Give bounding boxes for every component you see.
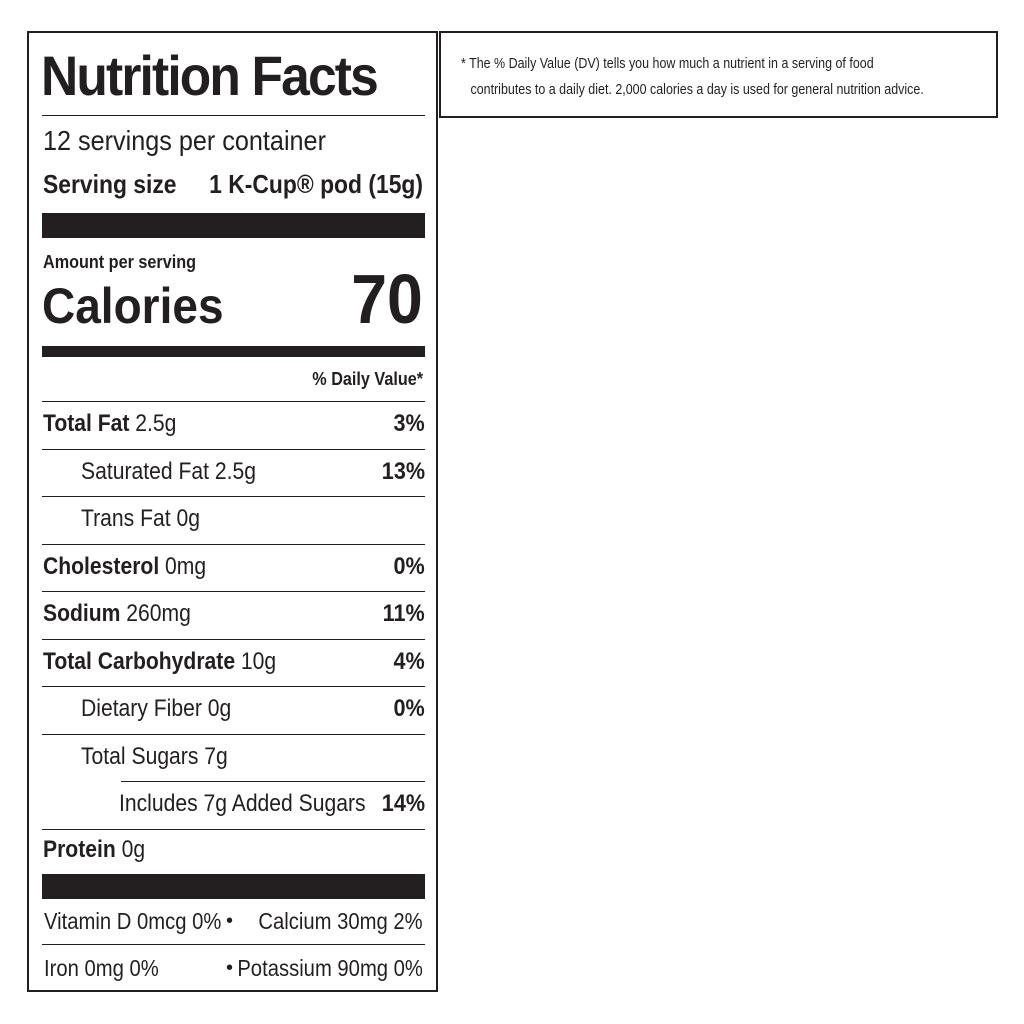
divider	[42, 944, 425, 945]
nutrient-amount: 0g	[121, 836, 146, 863]
nutrient-name: Total Fat	[43, 410, 130, 437]
nutrient-row-added-sugars: Includes 7g Added Sugars 14%	[42, 781, 425, 825]
nutrient-row-protein: Protein 0g	[42, 827, 425, 871]
nutrient-row-trans-fat: Trans Fat 0g	[42, 496, 425, 540]
nutrient-dv: 3%	[393, 410, 425, 437]
divider	[42, 591, 425, 592]
nutrition-facts-label: Nutrition Facts 12 servings per containe…	[27, 31, 438, 992]
nutrient-amount: 2.5g	[214, 458, 256, 485]
nutrient-amount: 10g	[240, 648, 277, 675]
nutrient-dv: 4%	[393, 648, 425, 675]
separator-dot: •	[226, 910, 234, 932]
nutrient-amount: 7g	[204, 743, 228, 770]
daily-value-header: % Daily Value*	[312, 369, 423, 389]
thick-divider	[42, 874, 425, 899]
nutrient-dv: 0%	[393, 695, 425, 722]
nutrient-dv: 11%	[382, 600, 425, 627]
nutrient-amount: 0g	[207, 695, 232, 722]
nutrient-name: Total Carbohydrate	[43, 648, 236, 675]
nutrient-amount: 0g	[176, 505, 200, 532]
nutrient-row-dietary-fiber: Dietary Fiber 0g 0%	[42, 686, 425, 730]
nutrient-name: Total Sugars	[81, 743, 199, 770]
separator-dot: •	[226, 957, 234, 979]
divider	[42, 449, 425, 450]
footnote-line-2: contributes to a daily diet. 2,000 calor…	[470, 82, 924, 98]
medium-divider	[42, 346, 425, 357]
nutrient-row-total-sugars: Total Sugars 7g	[42, 734, 425, 778]
nutrient-row-saturated-fat: Saturated Fat 2.5g 13%	[42, 449, 425, 493]
nutrient-name: Sodium	[43, 600, 121, 627]
nutrient-dv: 13%	[381, 458, 425, 485]
footnote-line-1: * The % Daily Value (DV) tells you how m…	[461, 56, 874, 72]
nutrient-name: Cholesterol	[43, 553, 160, 580]
serving-size-value: 1 K-Cup® pod (15g)	[209, 169, 423, 199]
servings-per-container: 12 servings per container	[43, 125, 326, 156]
nutrient-amount: 260mg	[126, 600, 191, 627]
thick-divider	[42, 213, 425, 238]
nutrient-name: Dietary Fiber	[81, 695, 202, 722]
nutrient-row-total-fat: Total Fat 2.5g 3%	[42, 401, 425, 445]
iron: Iron 0mg 0%	[44, 955, 159, 981]
divider	[42, 829, 425, 830]
calories-value: 70	[351, 260, 423, 338]
calories-label: Calories	[42, 278, 224, 334]
nutrient-row-total-carbohydrate: Total Carbohydrate 10g 4%	[42, 639, 425, 683]
nutrient-row-cholesterol: Cholesterol 0mg 0%	[42, 544, 425, 588]
daily-value-footnote: * The % Daily Value (DV) tells you how m…	[439, 31, 998, 118]
nutrient-name: Saturated Fat	[81, 458, 209, 485]
nutrient-row-sodium: Sodium 260mg 11%	[42, 591, 425, 635]
label-title: Nutrition Facts	[41, 44, 379, 107]
divider	[42, 734, 425, 735]
divider	[42, 496, 425, 497]
calcium: Calcium 30mg 2%	[258, 908, 423, 934]
nutrient-name: Trans Fat	[81, 505, 171, 532]
divider	[42, 639, 425, 640]
nutrient-name: Protein	[43, 836, 116, 863]
nutrient-dv: 0%	[393, 553, 425, 580]
divider	[42, 544, 425, 545]
potassium: Potassium 90mg 0%	[237, 955, 423, 981]
nutrient-amount: 0mg	[165, 553, 207, 580]
divider	[42, 401, 425, 402]
nutrient-dv: 14%	[381, 790, 425, 817]
divider	[42, 686, 425, 687]
nutrient-name: Includes 7g Added Sugars	[119, 790, 366, 817]
serving-size-label: Serving size	[43, 169, 177, 199]
vitamin-d: Vitamin D 0mcg 0%	[44, 908, 222, 934]
nutrient-amount: 2.5g	[135, 410, 177, 437]
amount-per-serving: Amount per serving	[43, 252, 197, 272]
divider	[121, 781, 425, 782]
divider	[42, 115, 425, 116]
